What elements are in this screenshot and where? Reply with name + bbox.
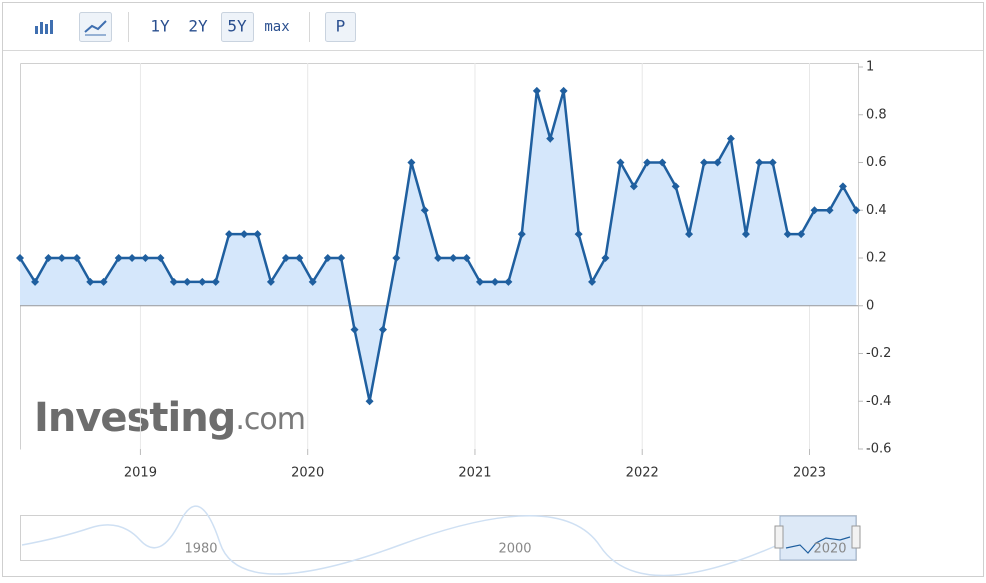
data-point bbox=[57, 254, 66, 262]
data-point bbox=[156, 254, 165, 262]
data-point bbox=[72, 254, 81, 262]
data-point bbox=[323, 254, 332, 262]
data-point bbox=[601, 254, 610, 262]
data-point bbox=[266, 277, 275, 286]
y-tick-label: 0 bbox=[866, 298, 874, 313]
navigator: 1980 2000 2020 bbox=[20, 505, 861, 577]
data-point bbox=[211, 277, 220, 286]
range-button[interactable]: 1Y bbox=[150, 17, 170, 36]
data-point bbox=[308, 277, 317, 286]
data-point bbox=[755, 158, 764, 167]
x-tick-label: 2021 bbox=[458, 466, 491, 481]
data-point bbox=[295, 254, 304, 262]
data-point bbox=[783, 230, 792, 239]
y-tick-label: 0.4 bbox=[866, 203, 887, 218]
y-tick-label: -0.6 bbox=[866, 442, 891, 457]
data-point bbox=[392, 254, 401, 262]
navigator-label: 1980 bbox=[184, 542, 217, 557]
range-button[interactable]: 5Y bbox=[227, 17, 247, 36]
data-point bbox=[16, 254, 24, 262]
data-point bbox=[574, 230, 583, 239]
data-point bbox=[44, 254, 53, 262]
data-point bbox=[810, 206, 819, 215]
watermark-brand: Investing bbox=[34, 395, 235, 441]
p-button-box bbox=[325, 12, 356, 42]
data-point bbox=[475, 277, 484, 286]
area-fill bbox=[20, 90, 857, 402]
data-point bbox=[658, 158, 667, 167]
data-point bbox=[768, 158, 777, 167]
data-point bbox=[31, 277, 40, 286]
x-tick-label: 2022 bbox=[626, 466, 659, 481]
data-point bbox=[838, 182, 847, 191]
data-point bbox=[462, 254, 471, 262]
data-point bbox=[588, 277, 597, 286]
data-point bbox=[546, 134, 555, 143]
data-point bbox=[825, 206, 834, 215]
line-icon[interactable] bbox=[79, 12, 112, 42]
data-point bbox=[141, 254, 150, 262]
data-point bbox=[517, 230, 526, 239]
p-button[interactable]: P bbox=[336, 17, 346, 36]
data-point bbox=[169, 277, 178, 286]
data-point bbox=[671, 182, 680, 191]
data-point bbox=[407, 158, 416, 167]
range-button[interactable]: max bbox=[264, 19, 289, 35]
bar-icon[interactable] bbox=[35, 20, 53, 34]
data-point bbox=[114, 254, 123, 262]
data-point bbox=[559, 86, 568, 95]
data-point bbox=[99, 277, 108, 286]
data-point bbox=[629, 182, 638, 191]
data-point bbox=[253, 230, 262, 239]
data-point bbox=[337, 254, 346, 262]
data-point bbox=[726, 134, 735, 143]
data-point bbox=[198, 277, 207, 286]
data-point bbox=[86, 277, 95, 286]
range-button[interactable]: 2Y bbox=[188, 17, 208, 36]
y-tick-label: 0.6 bbox=[866, 155, 887, 170]
data-point bbox=[378, 325, 387, 334]
data-point bbox=[449, 254, 458, 262]
watermark: Investing.com bbox=[34, 395, 305, 441]
watermark-suffix: .com bbox=[235, 402, 305, 437]
y-tick-label: -0.2 bbox=[866, 346, 891, 361]
data-point bbox=[700, 158, 709, 167]
x-tick-label: 2019 bbox=[124, 466, 157, 481]
data-point bbox=[685, 230, 694, 239]
data-point bbox=[643, 158, 652, 167]
y-tick-label: 1 bbox=[866, 60, 874, 75]
navigator-label: 2020 bbox=[813, 542, 846, 557]
data-point bbox=[616, 158, 625, 167]
data-point bbox=[225, 230, 234, 239]
data-point bbox=[434, 254, 443, 262]
data-point bbox=[240, 230, 249, 239]
data-point bbox=[183, 277, 192, 286]
data-point bbox=[713, 158, 722, 167]
data-point bbox=[504, 277, 513, 286]
x-tick-label: 2023 bbox=[793, 466, 826, 481]
data-point bbox=[491, 277, 500, 286]
data-point bbox=[350, 325, 359, 334]
data-point bbox=[420, 206, 429, 215]
y-tick-label: -0.4 bbox=[866, 394, 891, 409]
data-point bbox=[365, 397, 374, 406]
data-point bbox=[532, 86, 541, 95]
y-tick-label: 0.2 bbox=[866, 251, 887, 266]
navigator-label: 2000 bbox=[498, 542, 531, 557]
y-tick-label: 0.8 bbox=[866, 107, 887, 122]
active-range-box bbox=[221, 12, 254, 42]
data-point bbox=[128, 254, 137, 262]
data-point bbox=[741, 230, 750, 239]
data-point bbox=[797, 230, 806, 239]
data-point bbox=[281, 254, 290, 262]
x-tick-label: 2020 bbox=[291, 466, 324, 481]
data-point bbox=[852, 206, 861, 215]
